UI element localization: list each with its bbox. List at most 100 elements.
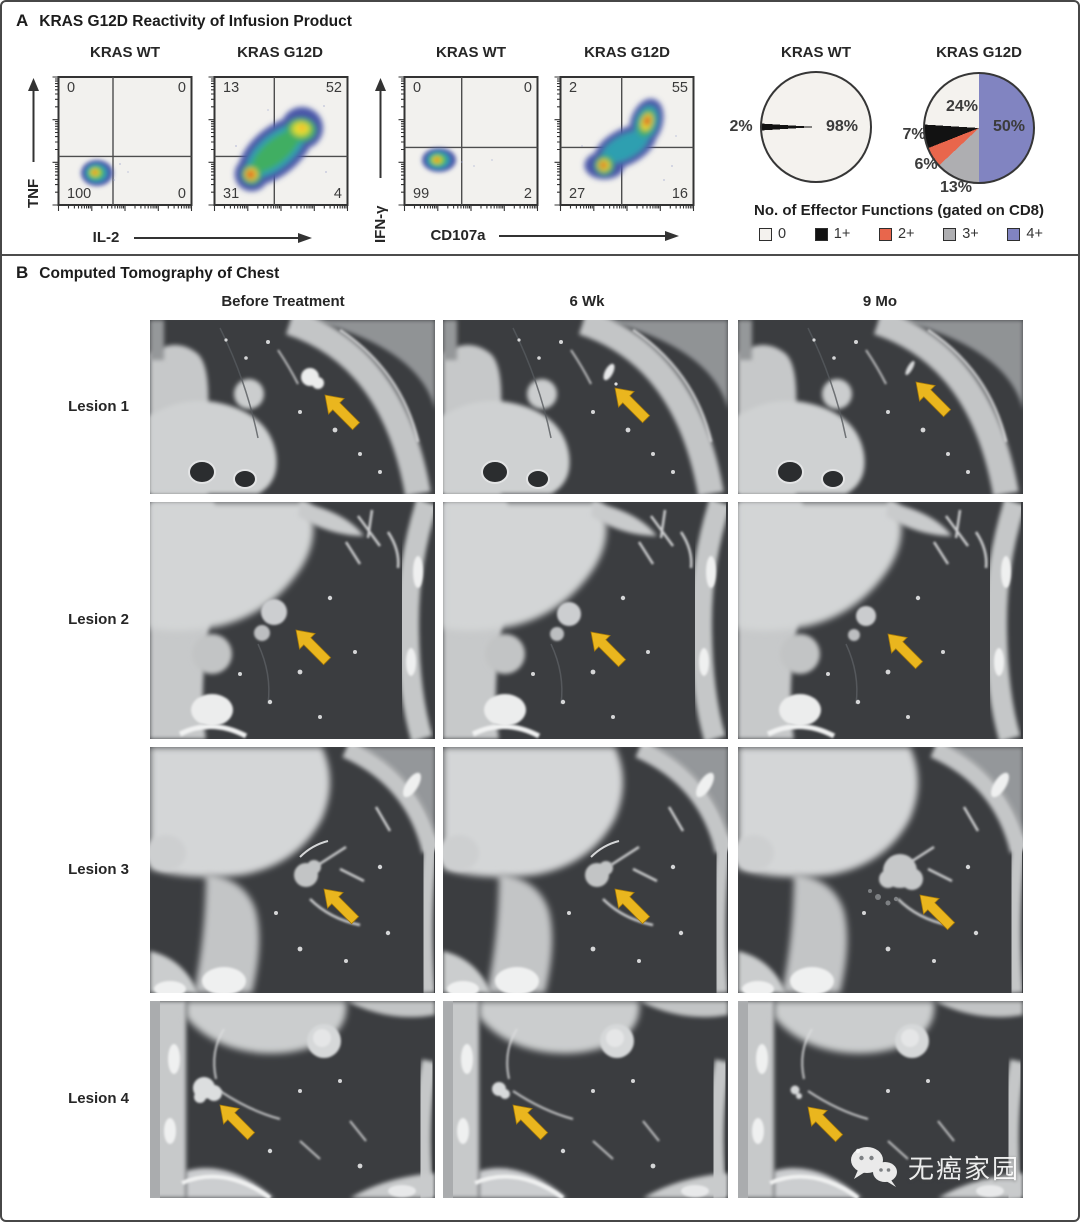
y-axis-arrow bbox=[28, 78, 39, 162]
density-blob bbox=[81, 160, 113, 186]
panel-a-title: A KRAS G12D Reactivity of Infusion Produ… bbox=[16, 11, 352, 31]
y-axis-label-ifng: IFN-γ bbox=[372, 205, 389, 244]
x-axis-arrow bbox=[134, 233, 312, 243]
density-blob bbox=[584, 98, 664, 180]
panel-divider bbox=[2, 254, 1078, 256]
y-axis-arrow bbox=[375, 78, 386, 178]
ct-image-lesion1-6wk bbox=[443, 320, 728, 494]
ct-image-lesion4-9mo: 无癌家园 bbox=[738, 1001, 1023, 1198]
legend-swatch bbox=[814, 227, 828, 241]
wechat-icon bbox=[850, 1147, 897, 1187]
legend-swatch bbox=[878, 227, 892, 241]
quadrant-value: 2 bbox=[523, 186, 532, 202]
legend-item: 3+ bbox=[943, 226, 979, 242]
quadrant-value: 99 bbox=[413, 186, 430, 202]
lesion-nodule bbox=[905, 360, 915, 376]
quadrant-value: 55 bbox=[671, 80, 688, 96]
flow-plot-header: KRAS WT bbox=[436, 44, 506, 61]
row-label-lesion-2: Lesion 2 bbox=[68, 611, 129, 628]
pie-header: KRAS WT bbox=[781, 44, 851, 61]
pie-header: KRAS G12D bbox=[936, 44, 1022, 61]
pie-chart-kras-wt: 2% 98% bbox=[729, 71, 872, 183]
x-axis-arrow bbox=[499, 231, 679, 241]
flow-plot-kras-wt-tnf-il2: 0 0 100 0 bbox=[50, 76, 200, 215]
legend-swatch bbox=[943, 227, 957, 241]
pie-slice-label: 50% bbox=[992, 118, 1026, 135]
ct-image-lesion3-6wk bbox=[443, 747, 728, 993]
panel-a-title-text: KRAS G12D Reactivity of Infusion Product bbox=[39, 13, 352, 30]
ct-image-lesion4-6wk bbox=[443, 1001, 728, 1198]
legend-label: 2+ bbox=[897, 226, 915, 242]
panel-b-title-text: Computed Tomography of Chest bbox=[39, 265, 280, 282]
flow-plot-kras-wt-ifng-cd107a: 0 0 99 2 bbox=[396, 76, 546, 215]
lesion-nodule bbox=[492, 1082, 510, 1099]
watermark: 无癌家园 bbox=[848, 1145, 1020, 1189]
quadrant-value: 100 bbox=[67, 186, 92, 202]
quadrant-value: 0 bbox=[523, 80, 532, 96]
quadrant-value: 4 bbox=[333, 186, 342, 202]
quadrant-value: 31 bbox=[223, 186, 240, 202]
legend-label: 3+ bbox=[962, 226, 979, 242]
lesion-nodule bbox=[550, 602, 581, 641]
watermark-text: 无癌家园 bbox=[907, 1153, 1020, 1184]
ct-image-lesion3-9mo bbox=[738, 747, 1023, 993]
column-header-9mo: 9 Mo bbox=[862, 293, 898, 310]
column-header-before-treatment: Before Treatment bbox=[221, 293, 345, 310]
legend-swatch bbox=[759, 227, 772, 241]
flow-plot-kras-g12d-tnf-il2: 13 52 31 4 bbox=[206, 76, 356, 215]
flow-plot-kras-g12d-ifng-cd107a: 2 55 27 16 bbox=[552, 76, 702, 215]
y-axis-label-tnf: TNF bbox=[25, 178, 42, 208]
ct-image-lesion4-before-treatment bbox=[150, 1001, 435, 1198]
lesion-nodule bbox=[254, 599, 287, 641]
quadrant-value: 2 bbox=[569, 80, 578, 96]
ct-image-lesion2-6wk bbox=[443, 502, 728, 739]
ct-image-lesion1-before-treatment bbox=[150, 320, 435, 494]
legend-item: 1+ bbox=[814, 226, 851, 242]
lesion-nodule bbox=[790, 1085, 802, 1099]
quadrant-value: 0 bbox=[177, 186, 186, 202]
pie-slice-label: 24% bbox=[945, 98, 979, 115]
ct-image-lesion2-before-treatment bbox=[150, 502, 435, 739]
legend-label: 0 bbox=[778, 226, 787, 242]
legend-item: 2+ bbox=[878, 226, 915, 242]
pie-slice-label: 13% bbox=[939, 179, 973, 196]
pie-slice-label: 6% bbox=[914, 156, 938, 173]
ground-glass-speckles bbox=[868, 889, 899, 906]
lesion-nodule bbox=[193, 1077, 222, 1103]
panel-a-label: A bbox=[16, 11, 29, 30]
ct-image-lesion1-9mo bbox=[738, 320, 1023, 494]
legend-item: 4+ bbox=[1007, 226, 1043, 242]
panel-b-label: B bbox=[16, 263, 29, 282]
quadrant-value: 13 bbox=[223, 80, 240, 96]
legend-label: 4+ bbox=[1026, 226, 1043, 242]
lesion-nodule bbox=[294, 860, 321, 887]
legend-swatch bbox=[1007, 227, 1021, 241]
legend-item: 0 bbox=[759, 226, 786, 242]
flow-plot-header: KRAS WT bbox=[90, 44, 160, 61]
pie-legend-title: No. of Effector Functions (gated on CD8) bbox=[754, 202, 1044, 219]
pie-slice-label: 2% bbox=[729, 118, 753, 135]
lesion-nodule bbox=[585, 861, 613, 887]
row-label-lesion-3: Lesion 3 bbox=[68, 861, 129, 878]
quadrant-value: 0 bbox=[177, 80, 186, 96]
pie-legend: 0 1+ 2+ 3+ 4+ bbox=[759, 226, 1043, 242]
column-header-6wk: 6 Wk bbox=[569, 293, 605, 310]
row-label-lesion-1: Lesion 1 bbox=[68, 398, 129, 415]
ct-image-lesion2-9mo bbox=[738, 502, 1023, 739]
flow-plot-header: KRAS G12D bbox=[584, 44, 670, 61]
pie-slice-label: 98% bbox=[825, 118, 859, 135]
lesion-nodule bbox=[301, 368, 324, 389]
x-axis-label-cd107a: CD107a bbox=[430, 227, 486, 244]
lesion-nodule bbox=[848, 606, 876, 641]
density-blob bbox=[234, 107, 323, 192]
flow-plot-header: KRAS G12D bbox=[237, 44, 323, 61]
pie-slice-label: 7% bbox=[902, 126, 926, 143]
quadrant-value: 16 bbox=[671, 186, 688, 202]
lesion-nodule bbox=[603, 363, 618, 386]
quadrant-value: 0 bbox=[413, 80, 422, 96]
density-blob bbox=[422, 148, 456, 172]
quadrant-value: 27 bbox=[569, 186, 586, 202]
x-axis-label-il2: IL-2 bbox=[92, 229, 120, 246]
legend-label: 1+ bbox=[833, 226, 851, 242]
